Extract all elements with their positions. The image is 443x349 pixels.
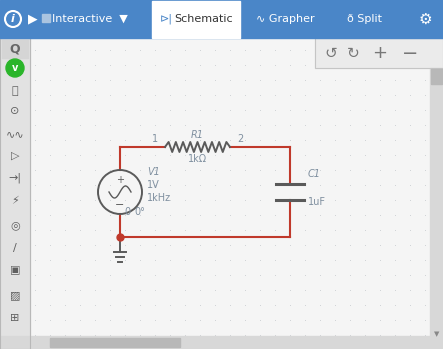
Text: 2: 2 xyxy=(237,134,243,144)
Text: 1uF: 1uF xyxy=(308,197,326,207)
Text: ⚡: ⚡ xyxy=(11,196,19,206)
Bar xyxy=(152,1,240,38)
Text: C1: C1 xyxy=(308,169,321,179)
Bar xyxy=(0,0,443,38)
Text: 0: 0 xyxy=(124,207,130,217)
Bar xyxy=(430,68,443,340)
Text: ↺: ↺ xyxy=(325,45,338,60)
Bar xyxy=(42,14,50,22)
Bar xyxy=(50,338,180,347)
Text: →|: →| xyxy=(8,173,22,183)
Text: 0°: 0° xyxy=(134,207,145,217)
Text: Q: Q xyxy=(10,43,20,55)
Text: ⊞: ⊞ xyxy=(10,313,19,323)
Text: /: / xyxy=(13,243,17,253)
Text: ∿∿: ∿∿ xyxy=(6,129,24,139)
Text: ⊙: ⊙ xyxy=(10,106,19,116)
Text: ↻: ↻ xyxy=(346,45,359,60)
Bar xyxy=(0,38,443,349)
Text: −: − xyxy=(115,200,124,210)
Text: −: − xyxy=(402,45,418,64)
Text: 1kHz: 1kHz xyxy=(147,193,171,203)
Bar xyxy=(315,38,443,68)
Text: v: v xyxy=(12,63,18,73)
Text: ⏚: ⏚ xyxy=(12,86,18,96)
Text: ⊳|: ⊳| xyxy=(159,14,172,24)
Text: R1: R1 xyxy=(191,130,204,140)
Bar xyxy=(2,40,28,58)
Text: V1: V1 xyxy=(147,167,160,177)
Text: Schematic: Schematic xyxy=(175,14,233,24)
Text: +: + xyxy=(373,44,388,62)
Text: ∿ Grapher: ∿ Grapher xyxy=(256,14,315,24)
Text: +: + xyxy=(116,175,124,185)
Bar xyxy=(315,38,443,68)
Circle shape xyxy=(6,59,24,77)
Text: i: i xyxy=(11,14,15,24)
Text: ⚙: ⚙ xyxy=(418,12,432,27)
Text: Interactive  ▼: Interactive ▼ xyxy=(52,14,128,24)
Bar xyxy=(431,69,442,84)
Text: ▶: ▶ xyxy=(28,13,38,25)
Text: ð Split: ð Split xyxy=(347,14,382,24)
Text: ◎: ◎ xyxy=(10,220,20,230)
Bar xyxy=(0,38,30,349)
Text: ▨: ▨ xyxy=(10,290,20,300)
Text: 1V: 1V xyxy=(147,180,160,190)
Text: 1kΩ: 1kΩ xyxy=(188,154,207,164)
Bar xyxy=(0,336,443,349)
Bar xyxy=(0,38,30,349)
Text: ▷: ▷ xyxy=(11,151,19,161)
Text: 1: 1 xyxy=(152,134,158,144)
Text: ▼: ▼ xyxy=(434,331,439,337)
Text: ▣: ▣ xyxy=(10,265,20,275)
